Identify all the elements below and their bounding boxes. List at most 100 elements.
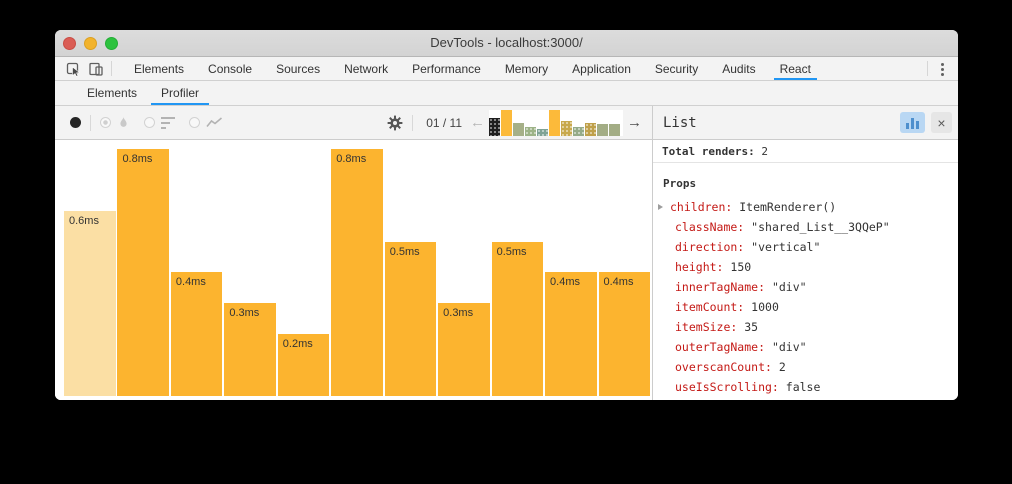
- prop-value: 1000: [744, 300, 779, 314]
- prop-value: 2: [771, 360, 786, 374]
- minimap-snapshot-bar-10[interactable]: [597, 123, 608, 136]
- commit-bar-10[interactable]: 0.4ms: [545, 272, 597, 396]
- close-panel-button[interactable]: ×: [931, 112, 952, 133]
- commit-bar-7[interactable]: 0.5ms: [384, 242, 437, 396]
- ranked-view-toggle[interactable]: [144, 115, 175, 130]
- tab-console[interactable]: Console: [208, 61, 253, 76]
- total-renders-label: Total renders:: [662, 145, 755, 158]
- prop-key: innerTagName:: [675, 280, 766, 294]
- tab-performance[interactable]: Performance: [412, 61, 481, 76]
- prop-key: itemCount:: [675, 300, 745, 314]
- prop-key: useIsScrolling:: [675, 380, 779, 394]
- tab-audits[interactable]: Audits: [722, 61, 756, 76]
- devtools-menu-button[interactable]: [934, 61, 950, 77]
- prop-value: false: [778, 380, 821, 394]
- prop-row-overscanCount: overscanCount: 2: [653, 357, 958, 377]
- flamegraph-view-toggle[interactable]: [100, 116, 130, 130]
- main-tabs: Elements Console Sources Network Performance…: [122, 57, 823, 80]
- devtools-window: DevTools - localhost:3000/ Elements Conso…: [55, 30, 958, 400]
- commit-bar-duration-label: 0.3ms: [443, 307, 474, 319]
- minimap-snapshot-bar-5[interactable]: [537, 128, 548, 136]
- commit-bar-11[interactable]: 0.4ms: [598, 272, 650, 396]
- window-title: DevTools - localhost:3000/: [430, 35, 583, 50]
- prop-row-children[interactable]: children: ItemRenderer(): [653, 197, 958, 217]
- tab-sources[interactable]: Sources: [276, 61, 321, 76]
- ranked-bars-icon: [161, 115, 175, 130]
- tab-elements[interactable]: Elements: [134, 61, 185, 76]
- commit-bar-duration-label: 0.2ms: [282, 338, 313, 350]
- radio-icon: [144, 117, 155, 128]
- commit-bar-8[interactable]: 0.3ms: [438, 303, 490, 396]
- prop-key: outerTagName:: [675, 340, 766, 354]
- inspect-element-button[interactable]: [63, 57, 85, 80]
- commit-bar-duration-label: 0.6ms: [69, 215, 99, 227]
- minimap-snapshot-bar-6[interactable]: [549, 109, 560, 136]
- tab-react[interactable]: React: [768, 57, 823, 80]
- prop-row-useIsScrolling: useIsScrolling: false: [653, 377, 958, 397]
- prop-key: children:: [670, 200, 733, 214]
- prop-row-className: className: "shared_List__3QQeP": [653, 217, 958, 237]
- total-renders-value: 2: [761, 145, 768, 158]
- props-list: children: ItemRenderer() className: "shar…: [653, 197, 958, 400]
- profiler-toolbar: 01 / 11 ← →: [55, 106, 652, 139]
- tab-memory[interactable]: Memory: [504, 61, 549, 76]
- minimap-snapshot-bar-4[interactable]: [525, 126, 536, 136]
- component-renders-chart-button[interactable]: [900, 112, 925, 133]
- minimap-snapshot-bar-11[interactable]: [609, 123, 620, 136]
- profiler-content: 0.6ms 0.8ms 0.4ms 0.3ms 0.2ms 0.8ms 0.5ms 0.3ms…: [55, 140, 958, 400]
- minimap-snapshot-bar-3[interactable]: [513, 122, 524, 136]
- commit-bar-duration-label: 0.5ms: [389, 246, 420, 258]
- minimap-snapshot-bar-2[interactable]: [501, 109, 512, 136]
- expand-arrow-icon[interactable]: [658, 204, 663, 210]
- commit-bar-2[interactable]: 0.8ms: [117, 149, 169, 396]
- zoom-window-button[interactable]: [105, 37, 118, 50]
- commit-bar-3[interactable]: 0.4ms: [170, 272, 223, 396]
- prop-value: "shared_List__3QQeP": [744, 220, 890, 234]
- commit-bar-duration-label: 0.4ms: [550, 276, 581, 288]
- toggle-device-toolbar-button[interactable]: [85, 57, 107, 80]
- prop-key: height:: [675, 260, 724, 274]
- previous-snapshot-button[interactable]: ←: [470, 114, 485, 131]
- total-renders-row: Total renders: 2: [653, 140, 958, 163]
- subtab-profiler[interactable]: Profiler: [149, 81, 211, 105]
- interactions-view-toggle[interactable]: [189, 116, 223, 129]
- tab-application[interactable]: Application: [572, 61, 631, 76]
- react-subtab-bar: Elements Profiler: [55, 81, 958, 106]
- tab-network[interactable]: Network: [344, 61, 389, 76]
- minimap-snapshot-bar-8[interactable]: [573, 126, 584, 136]
- commit-bar-9[interactable]: 0.5ms: [491, 242, 544, 396]
- next-snapshot-button[interactable]: →: [627, 114, 642, 131]
- minimap-snapshot-bar-1[interactable]: [489, 117, 500, 136]
- minimap-snapshot-bar-7[interactable]: [561, 120, 572, 136]
- prop-value: "div": [765, 340, 807, 354]
- panel-divider: [652, 106, 653, 139]
- profiler-settings-button[interactable]: [387, 115, 403, 131]
- prop-value: 150: [723, 260, 752, 274]
- gear-icon: [387, 115, 403, 130]
- snapshot-counter: 01 / 11: [426, 115, 462, 130]
- commit-bar-1[interactable]: 0.6ms: [64, 211, 116, 396]
- title-bar: DevTools - localhost:3000/: [55, 30, 958, 57]
- subtab-elements[interactable]: Elements: [87, 86, 138, 100]
- close-window-button[interactable]: [63, 37, 76, 50]
- prop-value: 35: [737, 320, 759, 334]
- devtools-tab-bar: Elements Console Sources Network Performance…: [55, 57, 958, 81]
- commit-bar-5[interactable]: 0.2ms: [277, 334, 330, 396]
- tabbar-right-divider: [927, 61, 928, 76]
- minimap-snapshot-bar-9[interactable]: [585, 122, 596, 136]
- panel-divider: [652, 140, 653, 400]
- record-button[interactable]: [70, 117, 81, 128]
- minimize-window-button[interactable]: [84, 37, 97, 50]
- radio-icon: [100, 117, 111, 128]
- props-heading: Props: [663, 177, 697, 190]
- prop-value: "div": [765, 280, 807, 294]
- commit-bar-duration-label: 0.5ms: [496, 246, 527, 258]
- device-toolbar-icon: [89, 62, 103, 76]
- commit-bar-duration-label: 0.8ms: [336, 153, 367, 165]
- tab-security[interactable]: Security: [654, 61, 699, 76]
- component-details-panel: Total renders: 2 Props children: ItemRen…: [653, 140, 958, 400]
- prop-row-width: width: 300: [653, 397, 958, 400]
- commit-bar-6[interactable]: 0.8ms: [331, 149, 383, 396]
- profiler-toolbar-row: 01 / 11 ← → List ×: [55, 106, 958, 140]
- commit-bar-4[interactable]: 0.3ms: [224, 303, 276, 396]
